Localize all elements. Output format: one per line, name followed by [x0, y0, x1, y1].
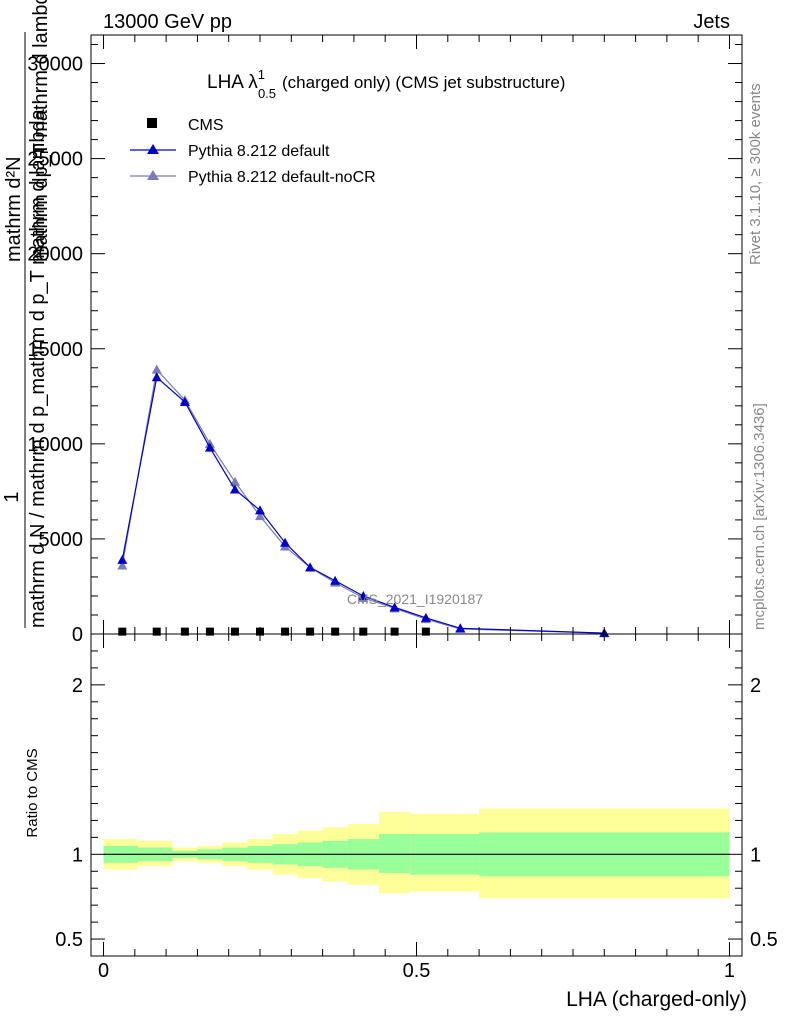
cms-data-point: [359, 627, 368, 636]
analysis-id: CMS_2021_I1920187: [347, 591, 483, 607]
series-point: [330, 575, 341, 585]
series-point: [229, 476, 240, 486]
series-point: [389, 602, 400, 612]
mcplots-label: mcplots.cern.ch [arXiv:1306.3436]: [751, 403, 768, 630]
cms-data-point: [306, 627, 315, 636]
series-point: [117, 554, 128, 564]
main-ytick-label: 10000: [27, 434, 83, 456]
ratio-ytick-label-left: 0.5: [55, 929, 83, 951]
main-plot-axes: 0 5000 10000 15000 20000 25000 30000: [27, 35, 742, 646]
ratio-plot-frame: [90, 633, 743, 957]
main-ytick-label: 20000: [27, 244, 83, 266]
series-point: [117, 560, 128, 570]
ratio-ytick-label-left: 2: [72, 675, 83, 697]
series-point: [255, 505, 266, 515]
legend: CMS Pythia 8.212 default Pythia 8.212 de…: [130, 117, 376, 186]
ratio-ytick-label-left: 1: [72, 844, 83, 866]
series-line: [121, 376, 605, 634]
header-jets: Jets: [693, 11, 730, 33]
series-point: [229, 484, 240, 494]
series-point: [280, 537, 291, 547]
ylabel-overlap-a: mathrm d²N: [3, 156, 25, 262]
legend-default-label: Pythia 8.212 default: [188, 143, 330, 160]
series-point: [305, 562, 316, 572]
cms-data-point: [421, 627, 430, 636]
series-point: [255, 511, 266, 521]
series-line: [121, 368, 605, 634]
xtick-label: 0: [98, 960, 109, 982]
ylabel-overlap-b: mathrm dp_T mathrm d lambda: [30, 0, 52, 262]
ratio-plot-axes: 0 0.5 1 0.5 0.5 1 1 2 2: [55, 634, 778, 982]
series-point: [420, 612, 431, 622]
legend-cms-marker: [147, 118, 157, 128]
series-point: [204, 442, 215, 452]
ratio-ytick-label-right: 0.5: [750, 929, 778, 951]
main-plot-data: [117, 364, 610, 638]
ratio-ytick-label-right: 2: [750, 675, 761, 697]
cms-data-point: [205, 627, 214, 636]
main-ytick-label: 0: [72, 624, 83, 646]
cms-data-point: [230, 627, 239, 636]
legend-cms-label: CMS: [188, 117, 224, 134]
xtick-label: 1: [724, 960, 735, 982]
x-axis-label: LHA (charged-only): [566, 988, 747, 1011]
cms-data-point: [152, 627, 161, 636]
ratio-plot-data: [103, 808, 730, 899]
cms-data-point: [180, 627, 189, 636]
main-ytick-label: 25000: [27, 149, 83, 171]
series-point: [179, 397, 190, 407]
ylabel-denominator: mathrm d N / mathrm d p_mathrm d p_T mat…: [27, 108, 49, 628]
rivet-label: Rivet 3.1.10, ≥ 300k events: [747, 83, 764, 265]
series-point: [151, 364, 162, 374]
main-ytick-label: 5000: [39, 529, 84, 551]
series-point: [151, 372, 162, 382]
main-y-axis-label: 1 mathrm d N / mathrm d p_mathrm d p_T m…: [1, 0, 52, 628]
xtick-label: 0.5: [403, 960, 431, 982]
ratio-ytick-label-right: 1: [750, 844, 761, 866]
cms-data-point: [118, 627, 127, 636]
cms-data-point: [281, 627, 290, 636]
ratio-y-axis-label: Ratio to CMS: [24, 748, 41, 837]
cms-data-point: [390, 627, 399, 636]
plot-title: LHA λ1 0.5(charged only) (CMS jet substru…: [207, 67, 565, 101]
ratio-band-green: [378, 833, 411, 873]
legend-default-marker: [147, 144, 159, 154]
legend-nocr-marker: [147, 170, 159, 180]
cms-data-point: [331, 627, 340, 636]
main-ytick-label: 15000: [27, 339, 83, 361]
series-point: [455, 623, 466, 633]
main-ytick-label: 30000: [27, 54, 83, 76]
series-point: [358, 590, 369, 600]
header-energy: 13000 GeV pp: [103, 11, 232, 33]
legend-nocr-label: Pythia 8.212 default-noCR: [188, 169, 376, 186]
ylabel-numerator: 1: [1, 491, 23, 502]
